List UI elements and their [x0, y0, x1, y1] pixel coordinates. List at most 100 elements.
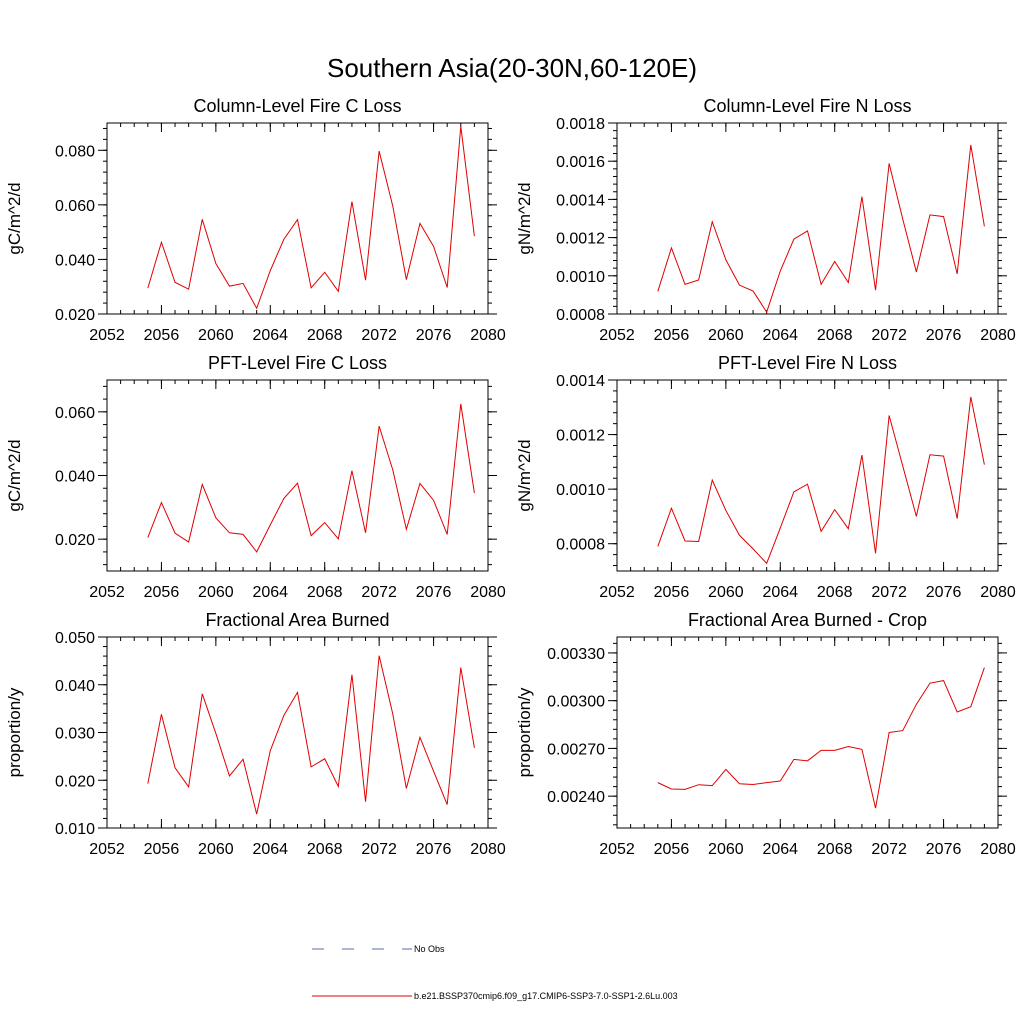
- y-tick-label-0p0012: 0.0012: [556, 428, 605, 445]
- legend: No Obs b.e21.BSSP370cmip6.f09_g17.CMIP6-…: [312, 944, 678, 1001]
- series-line-1: [147, 126, 475, 310]
- y-tick-label-0p0014: 0.0014: [556, 373, 605, 390]
- series-line-1: [147, 655, 475, 815]
- x-tick-label-2080: 2080: [470, 584, 506, 601]
- panel-6: 2052 2056 2060 2064 2068 2072 2076 2080 0.00240 0…: [515, 610, 1016, 858]
- panel-title: Fractional Area Burned - Crop: [688, 610, 927, 630]
- y-axis-label: gN/m^2/d: [515, 182, 534, 254]
- y-tick-label-0p040: 0.040: [55, 678, 95, 695]
- x-tick-label-2064: 2064: [252, 584, 288, 601]
- y-tick-label-0p060: 0.060: [55, 405, 95, 422]
- plot-frame: [616, 636, 999, 829]
- x-tick-label-2064: 2064: [252, 327, 288, 344]
- y-tick-label-0p040: 0.040: [55, 252, 95, 269]
- panel-title: PFT-Level Fire N Loss: [718, 353, 897, 373]
- x-tick-label-2052: 2052: [599, 327, 635, 344]
- x-tick-label-2072: 2072: [871, 327, 907, 344]
- y-tick-label-0p0008: 0.0008: [556, 537, 605, 554]
- x-tick-label-2056: 2056: [144, 584, 180, 601]
- x-tick-label-2060: 2060: [708, 841, 744, 858]
- x-tick-label-2064: 2064: [762, 584, 798, 601]
- panels: 2052 2056 2060 2064 2068 2072 2076 2080 0.020 0.0…: [5, 96, 1016, 858]
- x-tick-label-2052: 2052: [89, 327, 125, 344]
- x-tick-label-2064: 2064: [252, 841, 288, 858]
- panel-title: Column-Level Fire N Loss: [703, 96, 911, 116]
- x-tick-label-2052: 2052: [89, 841, 125, 858]
- x-tick-label-2076: 2076: [416, 841, 452, 858]
- x-tick-label-2060: 2060: [198, 841, 234, 858]
- x-tick-label-2076: 2076: [416, 584, 452, 601]
- y-tick-label-0p020: 0.020: [55, 773, 95, 790]
- y-tick-label-0p0010: 0.0010: [556, 482, 605, 499]
- y-tick-label-0p030: 0.030: [55, 726, 95, 743]
- panel-title: PFT-Level Fire C Loss: [208, 353, 387, 373]
- series-line-1: [147, 403, 475, 553]
- plot-frame: [106, 122, 489, 315]
- panel-title: Column-Level Fire C Loss: [193, 96, 401, 116]
- y-axis-label: gN/m^2/d: [515, 439, 534, 511]
- y-tick-label-0p040: 0.040: [55, 469, 95, 486]
- x-tick-label-2060: 2060: [198, 584, 234, 601]
- x-tick-label-2076: 2076: [926, 327, 962, 344]
- y-tick-label-0p0018: 0.0018: [556, 116, 605, 133]
- x-tick-label-2056: 2056: [654, 327, 690, 344]
- x-tick-label-2056: 2056: [144, 327, 180, 344]
- series-line-1: [657, 144, 985, 314]
- x-tick-label-2068: 2068: [817, 841, 853, 858]
- x-tick-label-2068: 2068: [307, 841, 343, 858]
- x-tick-label-2068: 2068: [307, 584, 343, 601]
- x-tick-label-2060: 2060: [708, 327, 744, 344]
- y-tick-label-0p010: 0.010: [55, 821, 95, 838]
- x-tick-label-2060: 2060: [708, 584, 744, 601]
- y-tick-label-0p0014: 0.0014: [556, 192, 605, 209]
- panel-title: Fractional Area Burned: [205, 610, 389, 630]
- x-tick-label-2072: 2072: [361, 841, 397, 858]
- y-axis-label: proportion/y: [515, 687, 534, 777]
- x-tick-label-2060: 2060: [198, 327, 234, 344]
- y-axis-label: gC/m^2/d: [5, 439, 24, 511]
- panel-2: 2052 2056 2060 2064 2068 2072 2076 2080 0.0008 0.…: [515, 96, 1016, 344]
- x-tick-label-2068: 2068: [307, 327, 343, 344]
- x-tick-label-2072: 2072: [871, 841, 907, 858]
- y-axis-label: proportion/y: [5, 687, 24, 777]
- x-tick-label-2056: 2056: [654, 584, 690, 601]
- y-tick-label-0p080: 0.080: [55, 143, 95, 160]
- plot-frame: [616, 122, 999, 315]
- y-tick-label-0p0008: 0.0008: [556, 307, 605, 324]
- x-tick-label-2064: 2064: [762, 327, 798, 344]
- legend-entry-model-run: b.e21.BSSP370cmip6.f09_g17.CMIP6-SSP3-7.…: [312, 991, 678, 1001]
- x-tick-label-2080: 2080: [980, 841, 1016, 858]
- x-tick-label-2056: 2056: [144, 841, 180, 858]
- legend-label-model-run: b.e21.BSSP370cmip6.f09_g17.CMIP6-SSP3-7.…: [414, 991, 678, 1001]
- legend-entry-no-obs: No Obs: [312, 944, 445, 954]
- y-tick-label-0p0012: 0.0012: [556, 231, 605, 248]
- x-tick-label-2068: 2068: [817, 327, 853, 344]
- x-tick-label-2052: 2052: [599, 584, 635, 601]
- x-tick-label-2076: 2076: [926, 841, 962, 858]
- figure-title: Southern Asia(20-30N,60-120E): [327, 53, 697, 83]
- y-tick-label-0p00270: 0.00270: [547, 741, 605, 758]
- x-tick-label-2080: 2080: [980, 327, 1016, 344]
- x-tick-label-2072: 2072: [361, 327, 397, 344]
- panel-1: 2052 2056 2060 2064 2068 2072 2076 2080 0.020 0.0…: [5, 96, 506, 344]
- x-tick-label-2076: 2076: [926, 584, 962, 601]
- series-line-1: [657, 667, 985, 809]
- y-tick-label-0p060: 0.060: [55, 198, 95, 215]
- x-tick-label-2064: 2064: [762, 841, 798, 858]
- x-tick-label-2072: 2072: [871, 584, 907, 601]
- legend-label-no-obs: No Obs: [414, 944, 445, 954]
- panel-3: 2052 2056 2060 2064 2068 2072 2076 2080 0.020 0.0…: [5, 353, 506, 601]
- y-tick-label-0p00300: 0.00300: [547, 694, 605, 711]
- plot-frame: [616, 379, 999, 572]
- y-tick-label-0p0010: 0.0010: [556, 269, 605, 286]
- panel-5: 2052 2056 2060 2064 2068 2072 2076 2080 0.010 0.0…: [5, 610, 506, 858]
- x-tick-label-2052: 2052: [89, 584, 125, 601]
- y-axis-label: gC/m^2/d: [5, 182, 24, 254]
- y-tick-label-0p00330: 0.00330: [547, 646, 605, 663]
- x-tick-label-2068: 2068: [817, 584, 853, 601]
- panel-4: 2052 2056 2060 2064 2068 2072 2076 2080 0.0008 0.…: [515, 353, 1016, 601]
- x-tick-label-2076: 2076: [416, 327, 452, 344]
- y-tick-label-0p00240: 0.00240: [547, 789, 605, 806]
- x-tick-label-2056: 2056: [654, 841, 690, 858]
